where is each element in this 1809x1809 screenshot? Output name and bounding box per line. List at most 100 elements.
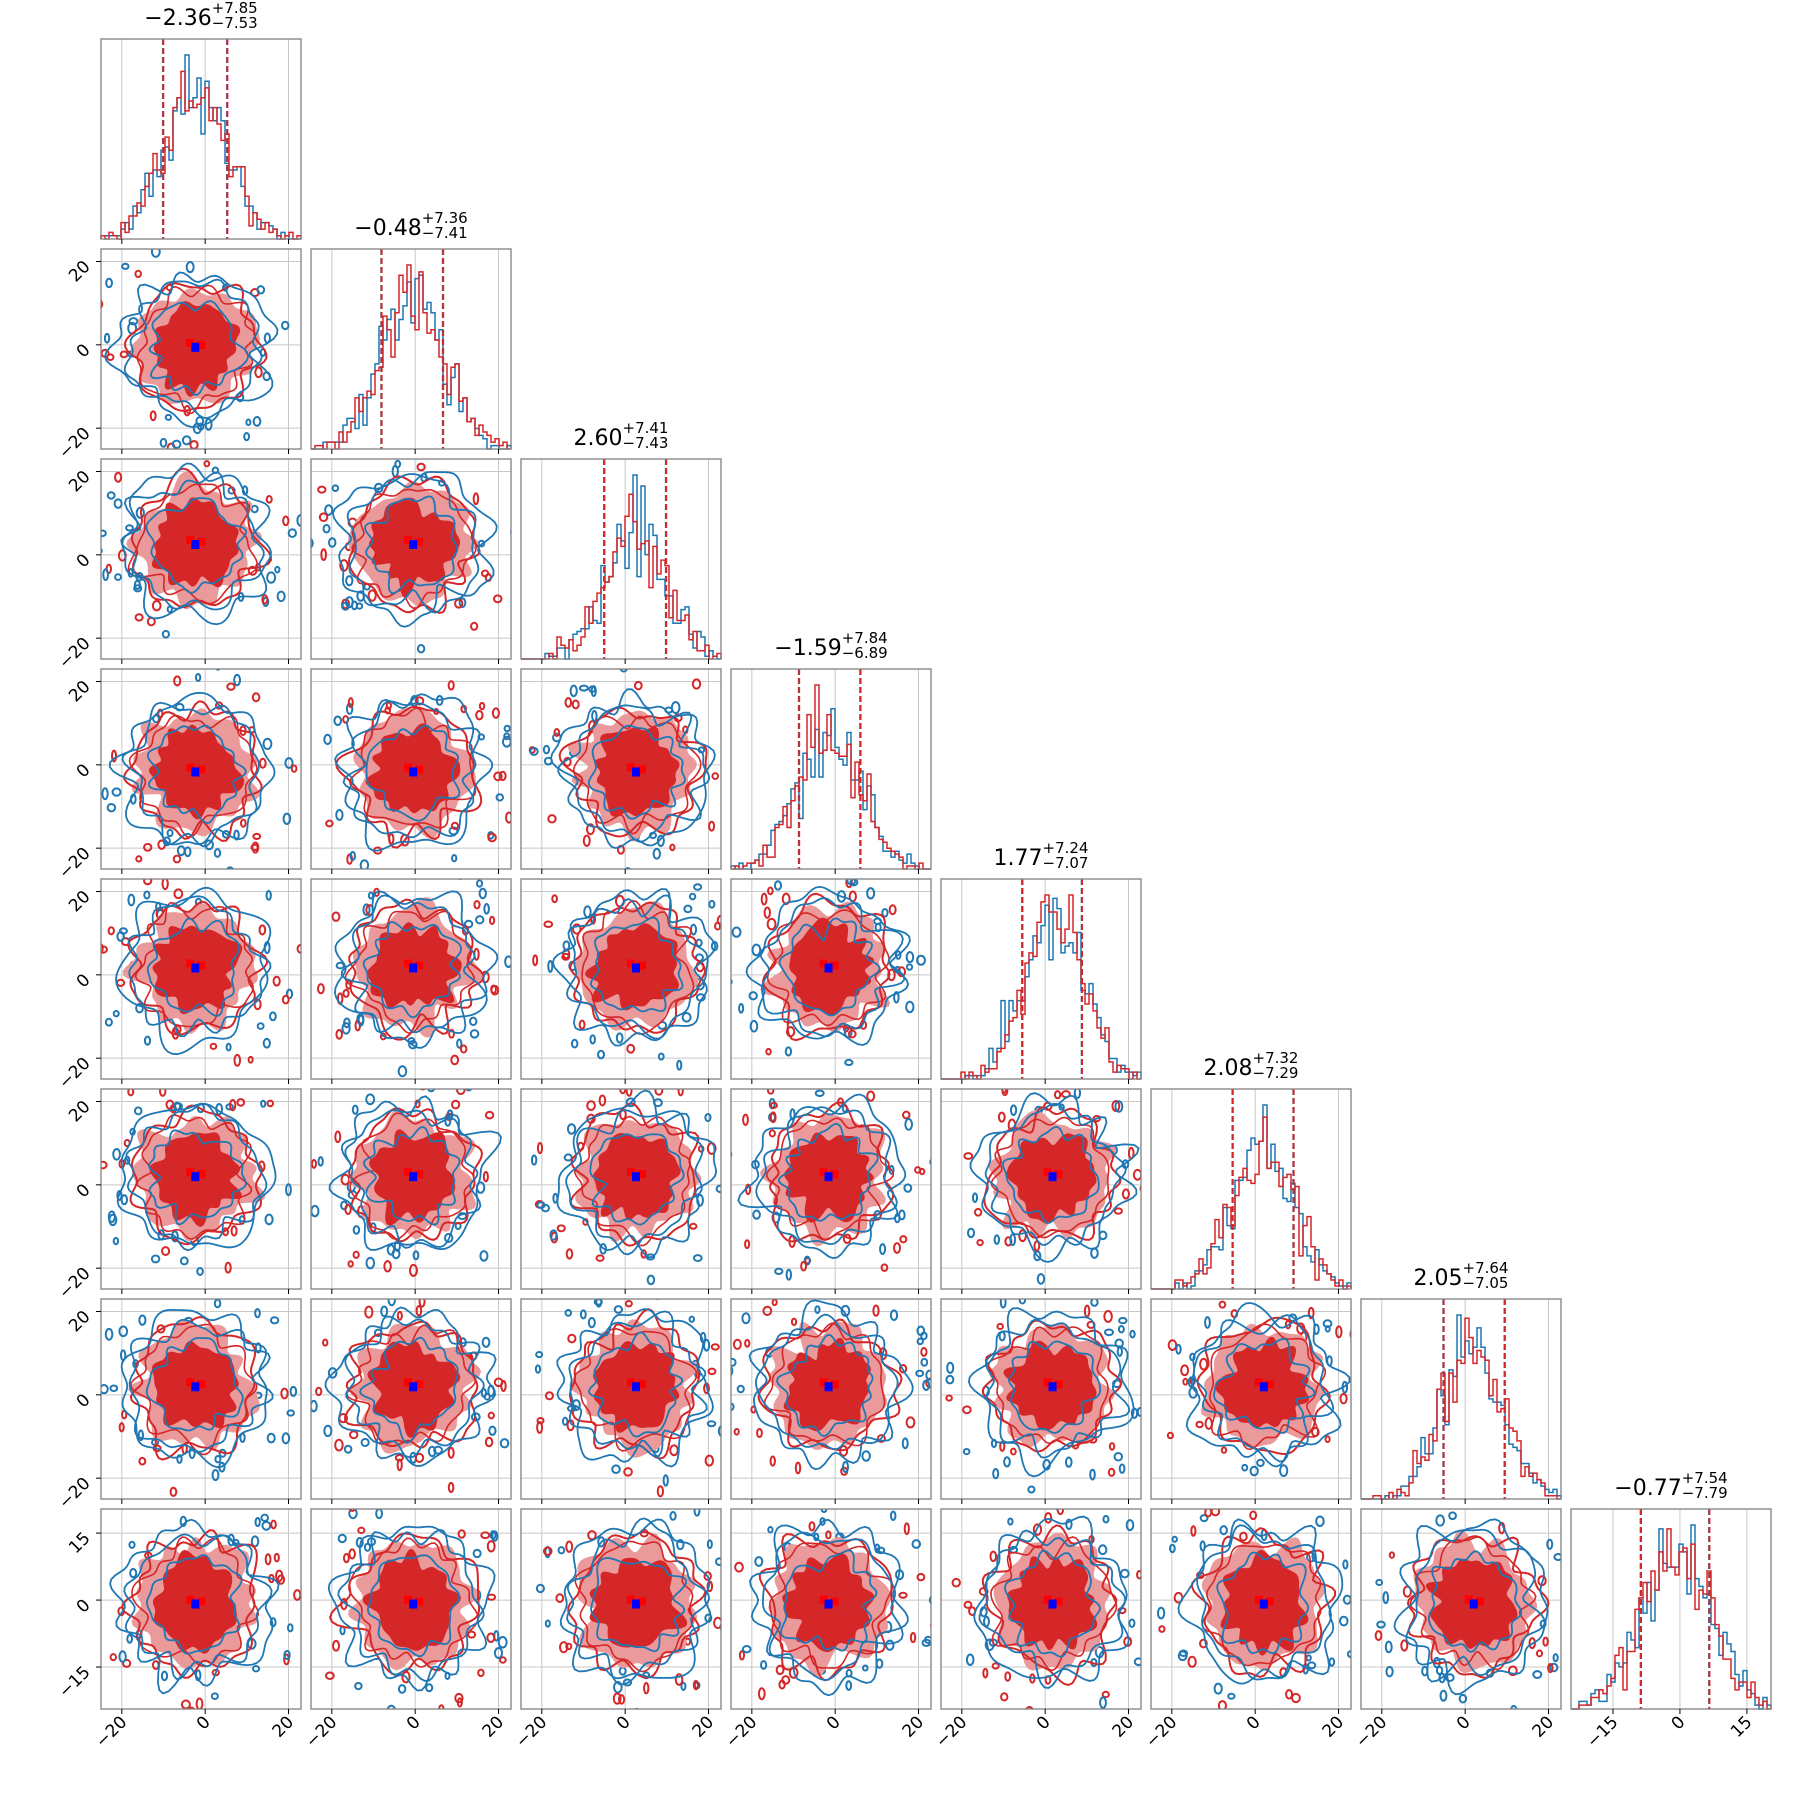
- outlier-contour: [287, 1623, 294, 1633]
- contour-blue-inner: [1216, 1551, 1310, 1655]
- outlier-contour: [254, 1517, 261, 1528]
- outlier-contour: [1218, 1300, 1227, 1309]
- outlier-contour: [107, 1210, 116, 1223]
- outlier-contour: [169, 1486, 178, 1497]
- outlier-contour: [861, 1664, 869, 1672]
- panel-frame: [730, 668, 932, 870]
- outlier-contour: [875, 1658, 884, 1669]
- outlier-contour: [646, 1067, 650, 1074]
- contour-blue-inner: [589, 1133, 685, 1226]
- x-tick-label: 20: [479, 1712, 508, 1741]
- outlier-contour: [1097, 1544, 1108, 1556]
- outlier-contour: [286, 1409, 295, 1417]
- contour-blue-outer: [748, 1299, 914, 1471]
- outlier-contour: [595, 1254, 605, 1262]
- panel-frame: [100, 1508, 302, 1710]
- outlier-contour: [909, 1631, 917, 1644]
- outlier-contour: [488, 1425, 497, 1436]
- outlier-contour: [1574, 1619, 1582, 1624]
- contour-blue-mid: [565, 894, 709, 1040]
- contour-red-mid: [574, 1540, 694, 1673]
- outlier-contour: [425, 1683, 434, 1693]
- peak-red-marker: [415, 961, 424, 970]
- outlier-contour: [555, 1593, 565, 1604]
- outlier-contour: [254, 1342, 262, 1354]
- outlier-contour: [101, 943, 104, 954]
- outlier-contour: [715, 1557, 721, 1566]
- contour-red-mid: [765, 1117, 895, 1241]
- outlier-contour: [90, 1384, 94, 1393]
- x-tick-label: 20: [899, 1712, 928, 1741]
- outlier-contour: [296, 513, 301, 527]
- parameter-title: 2.05 +7.64 −7.05: [1341, 1261, 1581, 1293]
- outlier-contour: [317, 485, 327, 494]
- outlier-contour: [172, 854, 182, 864]
- outlier-contour: [625, 1089, 633, 1097]
- contour-red-outer: [348, 1107, 484, 1243]
- outlier-contour: [284, 757, 294, 769]
- y-tick-label: 0: [73, 340, 95, 362]
- outlier-contour: [976, 1238, 984, 1247]
- outlier-contour: [1285, 1689, 1294, 1700]
- outlier-contour: [459, 1044, 468, 1054]
- outlier-contour: [188, 1446, 196, 1460]
- outlier-contour: [536, 1142, 544, 1155]
- peak-red-marker: [1054, 1380, 1063, 1389]
- y-tick-label: 0: [73, 550, 95, 572]
- outlier-contour: [458, 597, 467, 609]
- outlier-contour: [734, 1561, 744, 1573]
- outlier-contour: [349, 1430, 359, 1440]
- contour-red-mid: [131, 1536, 260, 1668]
- outlier-contour: [415, 1305, 423, 1317]
- outlier-contour: [135, 506, 145, 519]
- contour-layer: [534, 1299, 721, 1498]
- outlier-contour: [365, 1256, 376, 1270]
- outlier-contour: [383, 1260, 392, 1273]
- panel-frame: [100, 668, 302, 870]
- outlier-contour: [215, 669, 221, 671]
- outlier-contour: [612, 1692, 622, 1705]
- histogram-red: [1151, 1116, 1352, 1290]
- outlier-contour: [487, 832, 497, 843]
- outlier-contour: [715, 1184, 721, 1194]
- outlier-contour: [1128, 1618, 1136, 1628]
- outlier-contour: [707, 1367, 717, 1376]
- contour-blue-outer: [551, 888, 717, 1047]
- outlier-contour: [1575, 1609, 1580, 1617]
- outlier-contour: [996, 1322, 1004, 1331]
- outlier-contour: [769, 1101, 778, 1109]
- peak-red-marker: [638, 961, 646, 970]
- outlier-contour: [1571, 1620, 1579, 1631]
- outlier-contour: [180, 1699, 191, 1709]
- outlier-contour: [281, 320, 290, 331]
- outlier-contour: [982, 1667, 989, 1679]
- outlier-contour: [510, 528, 511, 535]
- outlier-contour: [427, 1445, 437, 1458]
- outlier-contour: [993, 1234, 1001, 1245]
- outlier-contour: [731, 1357, 737, 1367]
- outlier-contour: [365, 1093, 376, 1106]
- outlier-contour: [112, 1236, 120, 1246]
- outlier-contour: [514, 784, 520, 792]
- outlier-contour: [112, 1148, 121, 1161]
- y-tick-label: 15: [65, 1529, 94, 1558]
- x-tick-label: 0: [193, 1712, 215, 1734]
- outlier-contour: [1064, 1456, 1073, 1468]
- outlier-contour: [367, 589, 377, 602]
- peak-red-marker: [1464, 1595, 1473, 1604]
- outlier-contour: [1241, 1463, 1249, 1472]
- outlier-contour: [999, 1440, 1006, 1452]
- outlier-contour: [334, 1438, 344, 1452]
- outlier-contour: [414, 696, 425, 706]
- outlier-contour: [624, 867, 631, 869]
- outlier-contour: [898, 1591, 908, 1599]
- outlier-contour: [467, 450, 472, 457]
- contour-blue-inner: [1007, 1340, 1102, 1434]
- panel-frame: [100, 458, 302, 660]
- contour-blue-outer: [1177, 1518, 1344, 1685]
- contour-blue-mid: [568, 1310, 708, 1458]
- outlier-contour: [640, 1249, 647, 1259]
- outlier-contour: [1175, 1343, 1182, 1355]
- outlier-contour: [133, 1106, 143, 1116]
